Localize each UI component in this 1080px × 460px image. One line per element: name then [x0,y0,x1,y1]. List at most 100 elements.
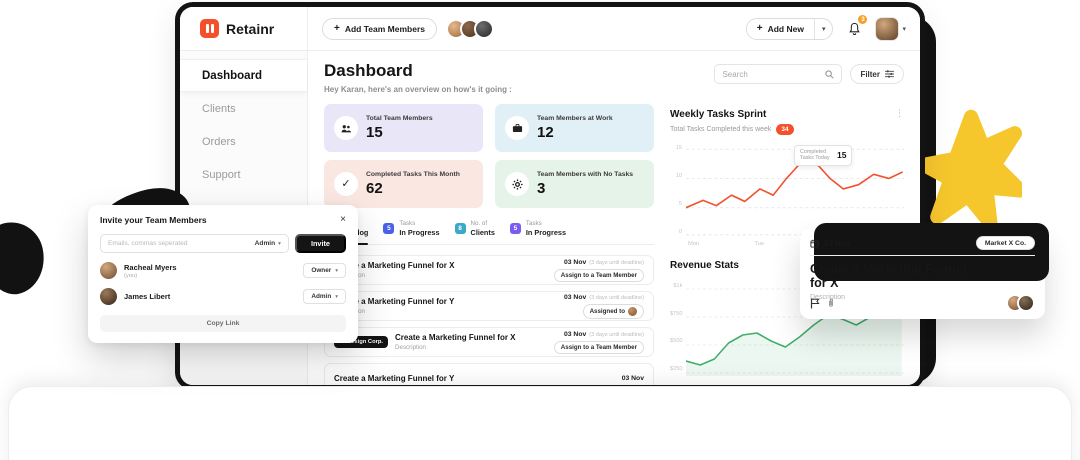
brand-name: Retainr [226,20,275,37]
task-date: 03 Nov [563,293,587,301]
tab-no-of-clients[interactable]: 8 No. of Clients [454,220,495,237]
panel-title: Weekly Tasks Sprint [670,109,767,120]
sidebar-nav: Dashboard Clients Orders Support [180,51,307,191]
search-input[interactable] [722,69,820,79]
filter-button[interactable]: Filter [850,64,904,84]
stat-card-no-tasks: Team Members with No Tasks 3 [495,160,654,208]
chevron-down-icon: ▾ [335,293,338,300]
user-avatar [875,16,900,41]
chevron-down-icon[interactable]: ▾ [813,18,833,39]
team-icon [334,116,358,140]
main-content: Dashboard Hey Karan, here's an overview … [308,51,920,385]
left-column: Total Team Members 15 Team Members at Wo… [324,104,654,385]
assignee-avatar-group[interactable] [1006,294,1035,312]
kebab-menu-icon[interactable]: ⋮ [895,108,904,118]
brand-logo: Retainr [180,7,307,51]
member-role-select[interactable]: Owner ▾ [303,263,346,278]
member-avatar [100,288,117,305]
add-new-split-button[interactable]: + Add New ▾ [745,17,834,40]
sidebar-item-dashboard[interactable]: Dashboard [180,59,307,92]
paperclip-icon[interactable] [827,297,835,309]
gear-icon [505,172,529,196]
stat-card-total-team-members: Total Team Members 15 [324,104,483,152]
task-date-note: (3 days until deadline) [589,331,644,338]
stat-value: 62 [366,180,383,198]
chevron-down-icon: ▾ [902,25,906,33]
page-title: Dashboard [324,61,413,80]
client-tag-pill[interactable]: Market X Co. [975,236,1035,250]
close-icon[interactable]: × [340,214,346,225]
task-date: 03 Nov [621,374,644,382]
stat-label: Team Members with No Tasks [537,170,634,178]
avatar [1017,294,1035,312]
stat-card-completed-tasks: ✓ Completed Tasks This Month 62 [324,160,483,208]
panel-subtitle: Total Tasks Completed this week [670,126,772,133]
tab-tasks-in-progress[interactable]: 5 Tasks In Progress [383,220,440,237]
task-card-title: Create a Marketing Funnel for X [810,262,967,291]
modal-title: Invite your Team Members [100,215,207,225]
flag-icon[interactable] [810,298,820,309]
assign-button[interactable]: Assign to a Team Member [553,268,644,282]
page-header: Dashboard Hey Karan, here's an overview … [324,61,904,94]
assign-button[interactable]: Assign to a Team Member [553,340,644,354]
tab-tasks-in-progress-2[interactable]: 5 Tasks In Progress [509,220,566,237]
assigned-to-button[interactable]: Assigned to [582,303,644,319]
task-row[interactable]: ▲ Design Corp. Create a Marketing Funnel… [324,327,654,357]
task-title: Create a Marketing Funnel for Y [334,297,455,306]
app-window: Retainr Dashboard Clients Orders Support… [175,2,925,390]
stats-grid: Total Team Members 15 Team Members at Wo… [324,104,654,208]
task-date: 03 Nov [563,258,587,266]
bottom-panel [8,386,1072,460]
bell-icon [849,22,860,35]
chevron-down-icon: ▾ [278,240,281,247]
copy-link-button[interactable]: Copy Link [100,315,346,332]
search-box[interactable] [714,64,843,84]
y-axis-labels: $1k $750 $500 $250 [670,283,683,372]
floating-task-card[interactable]: 03 Nov Market X Co. Create a Marketing F… [800,223,1049,319]
add-team-members-button[interactable]: + Add Team Members [322,17,437,40]
count-badge: 5 [383,223,395,234]
emails-input[interactable] [108,240,251,247]
topbar: + Add Team Members + Add New ▾ [308,7,920,51]
notifications-button[interactable]: 3 [842,13,869,41]
member-name: James Libert [124,292,171,301]
role-dropdown[interactable]: Admin ▾ [254,240,281,247]
task-row[interactable]: Create a Marketing Funnel for X Descript… [324,255,654,285]
task-row[interactable]: Create a Marketing Funnel for Y Descript… [324,291,654,321]
sidebar-item-support[interactable]: Support [202,168,241,181]
sidebar-item-clients[interactable]: Clients [202,102,236,115]
user-menu[interactable]: ▾ [875,16,906,41]
right-column: Weekly Tasks Sprint ⋮ Total Tasks Comple… [670,104,904,385]
task-tabs: ≡ Task Backlog 5 Tasks In Progr [324,220,654,245]
weekly-tasks-panel: Weekly Tasks Sprint ⋮ Total Tasks Comple… [670,109,904,247]
member-name: Racheal Myers [124,262,177,272]
task-date-note: (3 days until deadline) [589,294,644,301]
email-input-wrap[interactable]: Admin▾ [100,234,289,253]
count-badge: 5 [509,223,521,234]
task-row[interactable]: Create a Marketing Funnel for Y 03 Nov [324,363,654,385]
invite-button[interactable]: Invite [294,234,346,253]
task-date: 03 Nov [563,330,587,338]
panel-title: Revenue Stats [670,260,739,271]
revenue-line-chart [686,288,904,376]
stat-value: 12 [537,124,554,142]
task-description: Description [334,308,557,315]
task-description: Description [334,272,547,279]
member-row: Racheal Myers (you) Owner ▾ [100,262,346,279]
notification-badge: 3 [857,13,869,25]
task-description: Description [395,344,426,351]
avatar [473,18,494,39]
revenue-chart: $1k $750 $500 $250 [670,281,904,376]
task-date-note: (3 days until deadline) [589,259,644,266]
stat-label: Total Team Members [366,114,433,122]
briefcase-icon [505,116,529,140]
stat-label: Team Members at Work [537,114,613,122]
member-role-select[interactable]: Admin ▾ [303,289,346,304]
member-row: James Libert Admin ▾ [100,288,346,305]
team-avatar-stack[interactable] [445,18,494,39]
stat-card-members-at-work: Team Members at Work 12 [495,104,654,152]
sidebar-item-orders[interactable]: Orders [202,135,236,148]
